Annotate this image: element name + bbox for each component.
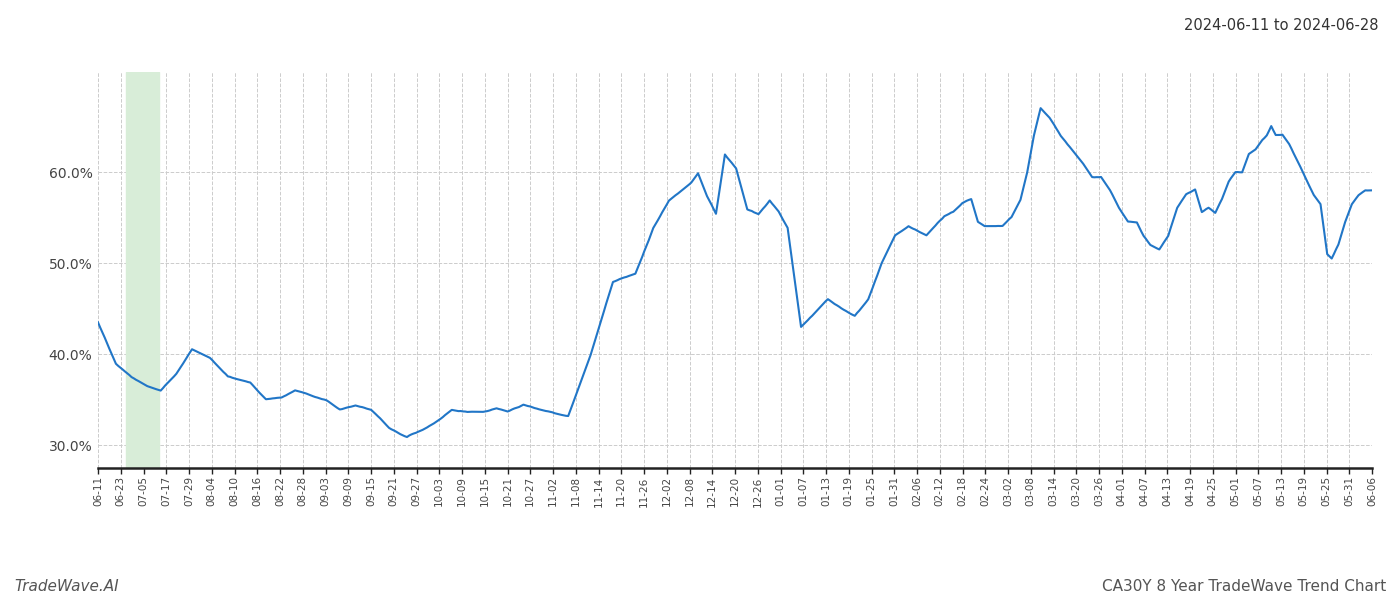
Text: CA30Y 8 Year TradeWave Trend Chart: CA30Y 8 Year TradeWave Trend Chart xyxy=(1102,579,1386,594)
Bar xyxy=(126,72,160,468)
Text: TradeWave.AI: TradeWave.AI xyxy=(14,579,119,594)
Text: 2024-06-11 to 2024-06-28: 2024-06-11 to 2024-06-28 xyxy=(1184,18,1379,33)
